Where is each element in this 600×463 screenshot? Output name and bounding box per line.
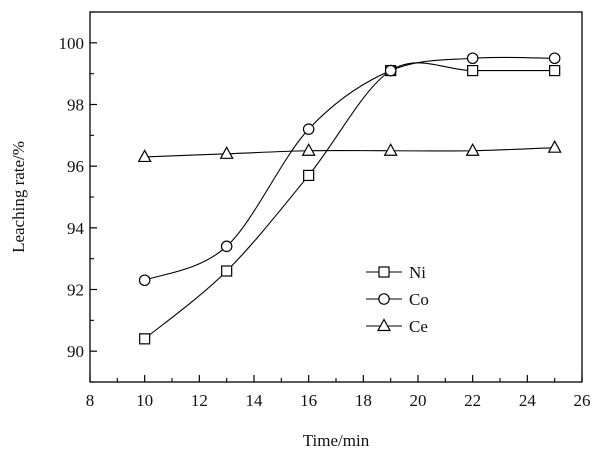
series-line-ce (144, 147, 555, 158)
series-line-ni (144, 62, 555, 340)
legend-marker-co (378, 293, 390, 305)
x-tick-label: 20 (410, 391, 427, 410)
series-co (138, 52, 561, 287)
series-layer (137, 52, 562, 345)
data-point-ni (303, 169, 315, 182)
series-ni (139, 62, 561, 345)
y-axis-title: Leaching rate/% (9, 141, 28, 253)
x-tick-label: 10 (136, 391, 153, 410)
legend-label-ce: Ce (409, 317, 428, 336)
x-tick-label: 14 (246, 391, 264, 410)
data-point-co (138, 274, 151, 287)
x-tick-label: 26 (574, 391, 591, 410)
ticks-layer: 8 10 12 14 16 18 20 22 24 26 90 92 94 96 98 100 (59, 11, 591, 410)
x-tick-label: 22 (464, 391, 481, 410)
series-ce (137, 139, 562, 163)
data-point-ce (137, 149, 152, 163)
legend-marker-ce (376, 318, 392, 332)
data-point-ni (549, 64, 561, 77)
data-point-ce (547, 139, 562, 153)
legend-item-ce: Ce (366, 317, 428, 336)
plot-frame (89, 11, 583, 383)
legend: Ni Co Ce (366, 263, 429, 336)
legend-label-co: Co (409, 290, 429, 309)
data-point-ce (219, 146, 234, 159)
x-tick-label: 18 (355, 391, 372, 410)
x-axis-title: Time/min (303, 431, 370, 450)
x-tick-label: 12 (191, 391, 208, 410)
legend-item-ni: Ni (366, 263, 426, 282)
y-tick-label: 94 (67, 219, 85, 238)
series-line-co (144, 56, 555, 281)
data-point-ni (221, 265, 233, 277)
y-tick-label: 92 (67, 281, 84, 300)
x-tick-label: 8 (86, 391, 95, 410)
data-point-co (302, 123, 315, 135)
y-tick-label: 96 (67, 157, 84, 176)
legend-item-co: Co (366, 290, 429, 309)
data-point-co (466, 52, 479, 65)
y-tick-label: 90 (67, 342, 84, 361)
data-point-ni (467, 64, 479, 77)
data-point-ce (383, 142, 398, 156)
y-tick-label: 100 (59, 34, 85, 53)
x-tick-label: 16 (300, 391, 317, 410)
data-point-ce (301, 142, 316, 156)
data-point-co (384, 64, 397, 77)
data-point-ce (465, 142, 480, 156)
data-point-ni (139, 333, 151, 345)
y-tick-label: 98 (67, 96, 84, 115)
data-point-co (548, 52, 561, 65)
legend-marker-ni (378, 266, 390, 278)
data-point-co (220, 240, 233, 253)
legend-label-ni: Ni (409, 263, 426, 282)
x-tick-label: 24 (519, 391, 537, 410)
